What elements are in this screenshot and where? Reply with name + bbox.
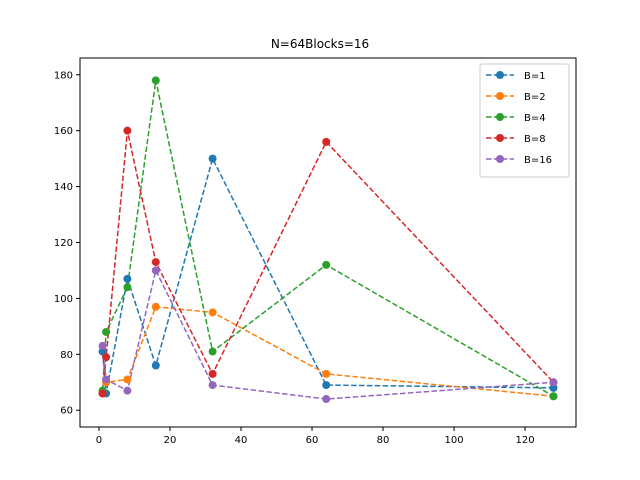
data-point-b8	[123, 126, 132, 135]
x-tick-label: 20	[164, 435, 177, 446]
data-point-b2	[123, 375, 132, 384]
data-point-b8	[102, 353, 111, 362]
x-tick-label: 80	[377, 435, 390, 446]
y-tick-label: 80	[60, 350, 73, 361]
y-tick-label: 60	[60, 406, 73, 417]
data-point-b4	[151, 76, 160, 85]
legend-marker-b2	[496, 92, 504, 100]
x-tick-label: 100	[444, 435, 463, 446]
data-point-b16	[151, 266, 160, 275]
x-tick-label: 40	[235, 435, 248, 446]
data-point-b8	[98, 389, 107, 398]
x-tick-label: 60	[306, 435, 319, 446]
data-point-b1	[151, 361, 160, 370]
legend-marker-b8	[496, 134, 504, 142]
data-point-b16	[549, 378, 558, 387]
data-point-b1	[208, 154, 217, 163]
legend: B=1 B=2 B=4 B=8 B=16	[479, 63, 570, 178]
legend-box	[479, 63, 570, 178]
data-point-b1	[123, 274, 132, 283]
legend-label-b2: B=2	[524, 92, 546, 103]
legend-entry-b16: B=16	[486, 155, 552, 166]
data-point-b8	[151, 258, 160, 267]
data-point-b1	[322, 381, 331, 390]
y-tick-label: 160	[54, 126, 73, 137]
data-point-b4	[102, 327, 111, 336]
legend-entry-b2: B=2	[486, 92, 546, 103]
data-point-b4	[123, 283, 132, 292]
data-point-b2	[151, 302, 160, 311]
legend-marker-b4	[496, 113, 504, 121]
data-point-b16	[208, 381, 217, 390]
data-point-b16	[102, 375, 111, 384]
data-point-b2	[208, 308, 217, 317]
legend-entry-b4: B=4	[486, 113, 546, 124]
data-point-b4	[322, 260, 331, 269]
data-point-b8	[208, 369, 217, 378]
chart-title: N=64Blocks=16	[271, 37, 369, 51]
data-point-b4	[549, 392, 558, 401]
legend-marker-b1	[496, 71, 504, 79]
data-point-b16	[123, 386, 132, 395]
legend-marker-b16	[496, 155, 504, 163]
legend-label-b1: B=1	[524, 71, 546, 82]
data-point-b16	[98, 341, 107, 350]
legend-entry-b1: B=1	[486, 71, 546, 82]
y-tick-label: 180	[54, 70, 73, 81]
data-point-b2	[322, 369, 331, 378]
x-tick-label: 0	[96, 435, 102, 446]
y-tick-label: 140	[54, 182, 73, 193]
plot-markers	[98, 76, 558, 404]
x-axis: 0 20 40 60 80 100 120	[96, 427, 535, 446]
x-tick-label: 120	[516, 435, 535, 446]
data-point-b16	[322, 395, 331, 404]
data-point-b4	[208, 347, 217, 356]
legend-label-b16: B=16	[524, 155, 552, 166]
legend-label-b8: B=8	[524, 134, 546, 145]
legend-entry-b8: B=8	[486, 134, 546, 145]
legend-label-b4: B=4	[524, 113, 546, 124]
data-point-b8	[322, 137, 331, 146]
y-axis: 60 80 100 120 140 160 180	[54, 70, 80, 417]
y-tick-label: 100	[54, 294, 73, 305]
y-tick-label: 120	[54, 238, 73, 249]
data-point-b1	[549, 383, 558, 392]
